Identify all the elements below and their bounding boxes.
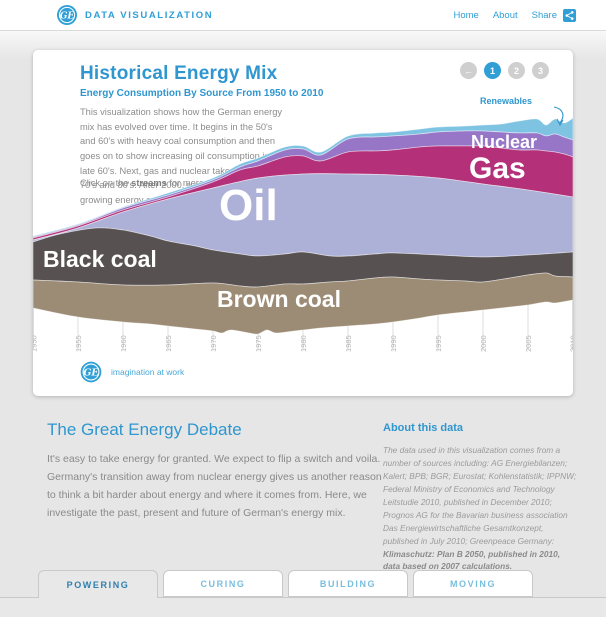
about-data-bold-text: Klimaschutz: Plan B 2050, published in 2… (383, 548, 561, 572)
tab-powering[interactable]: POWERING (38, 570, 158, 598)
renewables-arrowhead-icon (556, 118, 564, 127)
page-title: Historical Energy Mix (80, 63, 278, 84)
pagination-page-2[interactable]: 2 (508, 62, 525, 79)
about-data-text: The data used in this visualization come… (383, 445, 577, 546)
pagination-page-3[interactable]: 3 (532, 62, 549, 79)
x-tick-label-2005: 2005 (524, 335, 533, 352)
debate-title: The Great Energy Debate (47, 420, 242, 439)
tab-curing[interactable]: CURING (163, 570, 283, 597)
click-hint-bold: streams (131, 178, 167, 188)
visualization-card: Historical Energy Mix Energy Consumption… (33, 50, 573, 396)
intro-paragraph: This visualization shows how the German … (80, 107, 286, 206)
ge-logo-icon: GE (57, 5, 77, 25)
x-tick-label-1990: 1990 (389, 335, 398, 352)
about-data-title: About this data (383, 422, 464, 434)
nav-about[interactable]: About (492, 9, 518, 21)
x-tick-label-1955: 1955 (74, 335, 83, 352)
svg-text:GE: GE (83, 368, 99, 379)
page-subtitle: Energy Consumption By Source From 1950 t… (80, 88, 324, 99)
x-tick-label-1970: 1970 (209, 335, 218, 352)
x-tick-label-1950: 1950 (33, 335, 39, 352)
x-tick-label-2000: 2000 (479, 335, 488, 352)
svg-text:GE: GE (60, 11, 75, 21)
x-tick-label-1960: 1960 (119, 335, 128, 352)
renewables-arrow-icon (553, 106, 564, 124)
pagination: ← 1 2 3 (460, 62, 549, 79)
ge-tagline: imagination at work (111, 367, 185, 377)
pagination-back-button[interactable]: ← (460, 62, 477, 79)
bottom-strip (0, 597, 606, 617)
x-tick-label-1985: 1985 (344, 335, 353, 352)
ge-monogram-icon: GE (80, 361, 102, 383)
click-hint-pre: Click on the (80, 178, 132, 188)
brand-title: DATA VISUALIZATION (85, 9, 214, 21)
streamgraph-svg: 1950 1955 1960 1965 1970 1975 1980 1985 1990 1995… (33, 106, 574, 352)
tab-building[interactable]: BUILDING (288, 570, 408, 597)
about-data-body: The data used in this visualization come… (383, 444, 579, 573)
brand[interactable]: GE DATA VISUALIZATION (57, 5, 213, 25)
x-tick-label-1980: 1980 (299, 335, 308, 352)
card-footer: GE imagination at work (80, 361, 184, 383)
nav-share[interactable]: Share (531, 9, 557, 21)
x-tick-label-2010: 2010 (569, 335, 574, 352)
stream-brown-coal[interactable] (33, 272, 573, 335)
top-header: GE DATA VISUALIZATION Home About Share (0, 0, 606, 31)
debate-body: It's easy to take energy for granted. We… (47, 453, 382, 520)
tab-moving[interactable]: MOVING (413, 570, 533, 597)
streamgraph-chart: 1950 1955 1960 1965 1970 1975 1980 1985 1990 1995… (33, 97, 574, 355)
x-tick-label-1965: 1965 (164, 335, 173, 352)
x-tick-label-1975: 1975 (254, 335, 263, 352)
share-icon[interactable] (563, 8, 576, 22)
nav-home[interactable]: Home (453, 9, 479, 21)
x-tick-label-1995: 1995 (434, 335, 443, 352)
main-nav: Home About Share (453, 0, 576, 30)
pagination-page-1[interactable]: 1 (484, 62, 501, 79)
